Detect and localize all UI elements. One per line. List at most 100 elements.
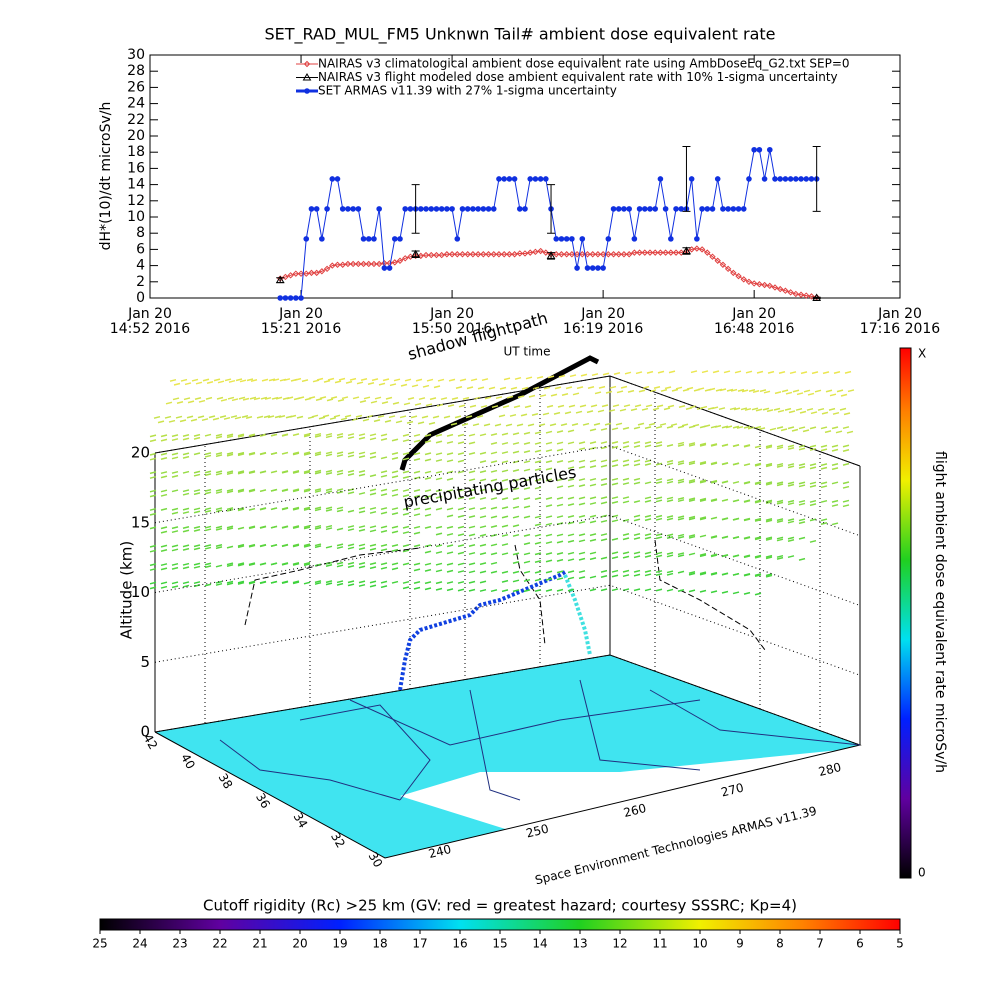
field-dash <box>578 459 586 463</box>
point <box>610 206 617 212</box>
field-dash <box>809 444 817 448</box>
field-dash <box>404 378 412 382</box>
field-dash <box>534 497 542 501</box>
point <box>589 265 596 271</box>
field-dash <box>729 407 737 411</box>
field-dash <box>666 551 674 555</box>
field-dash <box>784 407 792 411</box>
point <box>730 269 737 277</box>
field-dash <box>534 468 542 472</box>
field-dash <box>765 445 773 449</box>
point <box>584 265 591 271</box>
field-dash <box>389 383 397 387</box>
field-dash <box>624 371 632 375</box>
field-dash <box>512 450 520 454</box>
field-dash <box>490 570 498 574</box>
field-dash <box>776 462 784 466</box>
field-dash <box>391 530 399 534</box>
point <box>735 272 742 280</box>
field-dash <box>505 423 513 427</box>
field-dash <box>219 415 227 419</box>
field-dash <box>630 408 638 412</box>
field-dash <box>545 441 553 445</box>
field-dash <box>215 546 223 550</box>
lat-tick-label: 34 <box>291 810 311 830</box>
field-dash <box>622 569 630 573</box>
field-dash <box>347 565 355 568</box>
field-dash <box>270 452 278 455</box>
field-dash <box>369 492 377 496</box>
lat-tick-label: 42 <box>141 732 161 752</box>
field-dash <box>341 396 349 400</box>
field-dash <box>479 543 487 547</box>
field-dash <box>410 415 418 419</box>
field-dash <box>836 389 844 393</box>
x-tick-label: 16:48 2016 <box>714 321 795 337</box>
field-dash <box>835 430 843 434</box>
field-dash <box>776 499 784 503</box>
field-dash <box>465 415 473 419</box>
field-dash <box>226 453 234 457</box>
field-dash <box>809 539 817 543</box>
lon-tick-label: 270 <box>720 780 746 799</box>
field-dash <box>303 581 311 585</box>
field-dash <box>798 484 806 488</box>
field-dash <box>160 489 168 493</box>
field-dash <box>501 543 509 547</box>
field-dash <box>160 457 168 460</box>
field-dash <box>820 485 828 489</box>
field-dash <box>829 393 837 397</box>
field-dash <box>545 577 553 581</box>
field-dash <box>213 378 221 382</box>
field-dash <box>699 517 707 521</box>
field-dash <box>545 460 553 464</box>
field-dash <box>655 536 663 540</box>
field-dash <box>374 396 382 400</box>
point <box>714 257 721 264</box>
field-dash <box>237 470 245 474</box>
field-dash <box>323 379 331 383</box>
field-dash <box>644 441 652 445</box>
field-dash <box>347 469 355 473</box>
field-dash <box>553 411 561 415</box>
field-dash <box>303 506 311 510</box>
field-dash <box>534 431 542 435</box>
point <box>418 206 424 212</box>
field-dash <box>182 511 190 515</box>
field-dash <box>402 457 410 461</box>
field-dash <box>567 441 575 445</box>
field-dash <box>644 554 652 558</box>
field-dash <box>149 581 157 585</box>
z-tick-label: 5 <box>140 653 150 671</box>
field-dash <box>402 475 410 479</box>
field-dash <box>446 507 454 511</box>
field-dash <box>171 530 179 534</box>
field-dash <box>608 409 616 413</box>
field-dash <box>248 525 256 529</box>
field-dash <box>446 532 454 536</box>
field-dash <box>512 497 520 501</box>
field-dash <box>391 507 399 511</box>
field-dash <box>502 405 510 409</box>
field-dash <box>667 404 675 408</box>
field-dash <box>721 480 729 484</box>
field-dash <box>633 573 641 577</box>
rigidity-tick-label: 12 <box>612 937 627 951</box>
point <box>574 265 580 271</box>
field-dash <box>468 588 476 592</box>
rigidity-tick-label: 8 <box>776 937 784 951</box>
point <box>324 206 330 212</box>
field-dash <box>611 574 619 578</box>
field-dash <box>186 415 194 419</box>
field-dash <box>634 404 642 408</box>
field-dash <box>422 384 430 388</box>
field-dash <box>391 488 399 492</box>
field-dash <box>281 544 289 548</box>
field-dash <box>391 456 399 460</box>
field-dash <box>193 562 201 566</box>
field-dash <box>479 552 487 556</box>
field-dash <box>402 488 410 492</box>
field-dash <box>556 570 564 574</box>
field-dash <box>182 584 190 588</box>
field-dash <box>352 396 360 400</box>
